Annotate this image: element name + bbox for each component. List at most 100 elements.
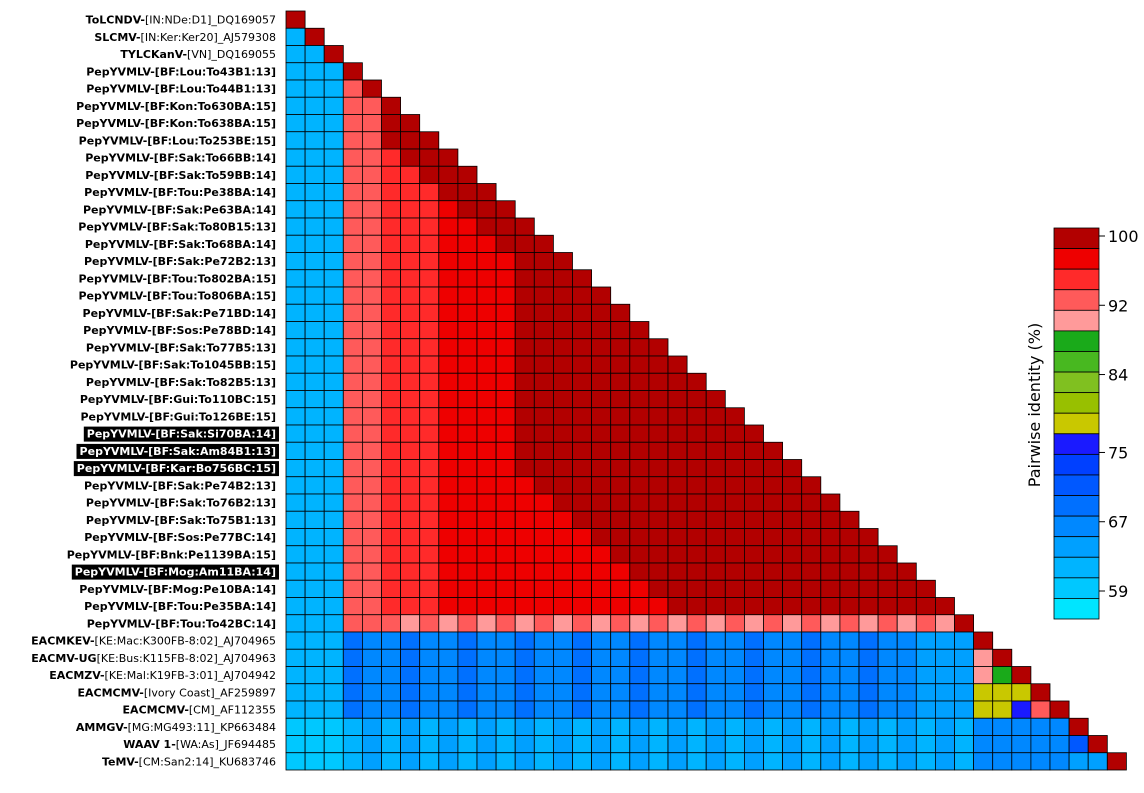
heatmap-cell-37-25 — [763, 648, 784, 667]
heatmap-cell-43-43 — [1106, 752, 1127, 771]
row-label-text: PepYVMLV-[BF:Gui:To126BE:15] — [80, 410, 276, 423]
row-label-text: PepYVMLV-[BF:Sak:Am84B1:13] — [80, 445, 276, 458]
heatmap-cell-23-20 — [667, 407, 688, 426]
heatmap-cell-34-6 — [400, 597, 421, 616]
heatmap-cell-35-16 — [591, 614, 612, 633]
heatmap-cell-37-11 — [495, 648, 516, 667]
heatmap-cell-36-10 — [476, 631, 497, 650]
heatmap-cell-21-5 — [381, 372, 402, 391]
heatmap-cell-38-32 — [896, 666, 917, 685]
heatmap-cell-36-24 — [744, 631, 764, 650]
heatmap-cell-43-28 — [820, 752, 841, 771]
heatmap-cell-12-4 — [361, 217, 382, 236]
colorbar-tick-label: 75 — [1108, 443, 1128, 462]
heatmap-cell-23-17 — [610, 407, 631, 426]
heatmap-cell-22-13 — [533, 390, 554, 409]
heatmap-cell-40-39 — [1030, 700, 1051, 719]
heatmap-cell-33-30 — [858, 579, 879, 598]
heatmap-cell-34-20 — [667, 597, 688, 616]
row-label-rest: [BF:Sak:Si70BA:14] — [155, 428, 276, 441]
heatmap-cell-29-18 — [629, 510, 650, 529]
heatmap-cell-27-23 — [724, 476, 745, 495]
heatmap-cell-17-13 — [533, 303, 554, 322]
heatmap-cell-12-6 — [400, 217, 421, 236]
heatmap-cell-41-14 — [553, 717, 573, 736]
heatmap-cell-37-6 — [400, 648, 421, 667]
heatmap-cell-37-4 — [361, 648, 382, 667]
heatmap-cell-41-16 — [591, 717, 612, 736]
heatmap-cell-35-8 — [438, 614, 459, 633]
heatmap-cell-36-18 — [629, 631, 650, 650]
heatmap-cell-11-2 — [323, 200, 344, 219]
heatmap-cell-3-3 — [342, 62, 363, 81]
heatmap-cell-13-10 — [476, 234, 497, 253]
heatmap-cell-10-4 — [361, 183, 382, 202]
colorbar-label: Pairwise identity (%) — [1025, 323, 1044, 487]
heatmap-cell-15-14 — [553, 269, 573, 288]
heatmap-cell-15-7 — [419, 269, 440, 288]
heatmap-cell-33-33 — [915, 579, 936, 598]
heatmap-cell-26-17 — [610, 459, 631, 478]
heatmap-cell-15-11 — [495, 269, 516, 288]
heatmap-cell-36-28 — [820, 631, 841, 650]
row-label-text: PepYVMLV-[BF:Tou:To802BA:15] — [78, 272, 276, 285]
heatmap-cell-12-0 — [285, 217, 306, 236]
heatmap-cell-24-12 — [514, 424, 535, 443]
row-label-rest: [BF:Lou:To43B1:13] — [155, 65, 276, 78]
heatmap-cell-24-1 — [304, 424, 325, 443]
heatmap-cell-38-8 — [438, 666, 459, 685]
heatmap-cell-7-3 — [342, 131, 363, 150]
row-label-text: PepYVMLV-[BF:Lou:To253BE:15] — [79, 134, 276, 147]
heatmap-cell-42-39 — [1030, 735, 1051, 754]
heatmap-cell-38-30 — [858, 666, 879, 685]
heatmap-cell-42-2 — [323, 735, 344, 754]
heatmap-cell-35-15 — [572, 614, 593, 633]
heatmap-cell-24-5 — [381, 424, 402, 443]
heatmap-cell-36-33 — [915, 631, 936, 650]
heatmap-cell-31-13 — [533, 545, 554, 564]
heatmap-cell-25-23 — [724, 441, 745, 460]
heatmap-cell-18-10 — [476, 321, 497, 340]
heatmap-cell-38-15 — [572, 666, 593, 685]
row-label-text: PepYVMLV-[BF:Sak:Si70BA:14] — [87, 428, 276, 441]
row-label-rest: [BF:Sak:To75B1:13] — [155, 514, 276, 527]
row-label-26: PepYVMLV-[BF:Kar:Bo756BC:15] — [73, 461, 279, 477]
heatmap-cell-10-0 — [285, 183, 306, 202]
heatmap-cell-43-3 — [342, 752, 363, 771]
heatmap-cell-39-24 — [744, 683, 764, 702]
heatmap-cell-20-4 — [361, 355, 382, 374]
heatmap-cell-24-3 — [342, 424, 363, 443]
row-label-prefix: PepYVMLV- — [86, 514, 155, 527]
heatmap-cell-30-24 — [744, 528, 764, 547]
heatmap-cell-5-5 — [381, 96, 402, 115]
heatmap-cell-35-35 — [954, 614, 975, 633]
heatmap-cell-42-12 — [514, 735, 535, 754]
heatmap-cell-36-2 — [323, 631, 344, 650]
heatmap-cell-41-37 — [992, 717, 1013, 736]
row-label-43: TeMV-[CM:San2:14]_KU683746 — [102, 755, 276, 768]
heatmap-cell-31-21 — [686, 545, 707, 564]
heatmap-cell-16-5 — [381, 286, 402, 305]
heatmap-cell-38-5 — [381, 666, 402, 685]
heatmap-cell-26-9 — [457, 459, 478, 478]
heatmap-cell-25-5 — [381, 441, 402, 460]
heatmap-cell-36-34 — [935, 631, 955, 650]
heatmap-cell-24-8 — [438, 424, 459, 443]
heatmap-cell-29-8 — [438, 510, 459, 529]
heatmap-cell-43-27 — [801, 752, 822, 771]
heatmap-cell-19-15 — [572, 338, 593, 357]
heatmap-cell-40-17 — [610, 700, 631, 719]
row-label-rest: [BF:Bnk:Pe1139BA:15] — [135, 548, 276, 561]
heatmap-cell-41-40 — [1049, 717, 1070, 736]
heatmap-cell-37-14 — [553, 648, 573, 667]
heatmap-cell-33-21 — [686, 579, 707, 598]
row-label-1: SLCMV-[IN:Ker:Ker20]_AJ579308 — [94, 31, 276, 44]
heatmap-cell-36-27 — [801, 631, 822, 650]
heatmap-cell-27-4 — [361, 476, 382, 495]
heatmap-cell-36-5 — [381, 631, 402, 650]
heatmap-cell-42-22 — [705, 735, 726, 754]
heatmap-cell-3-0 — [285, 62, 306, 81]
row-label-rest: [BF:Sak:To80B15:13] — [147, 221, 276, 234]
row-label-rest: [BF:Sos:Pe78BD:14] — [152, 324, 276, 337]
heatmap-cell-25-12 — [514, 441, 535, 460]
